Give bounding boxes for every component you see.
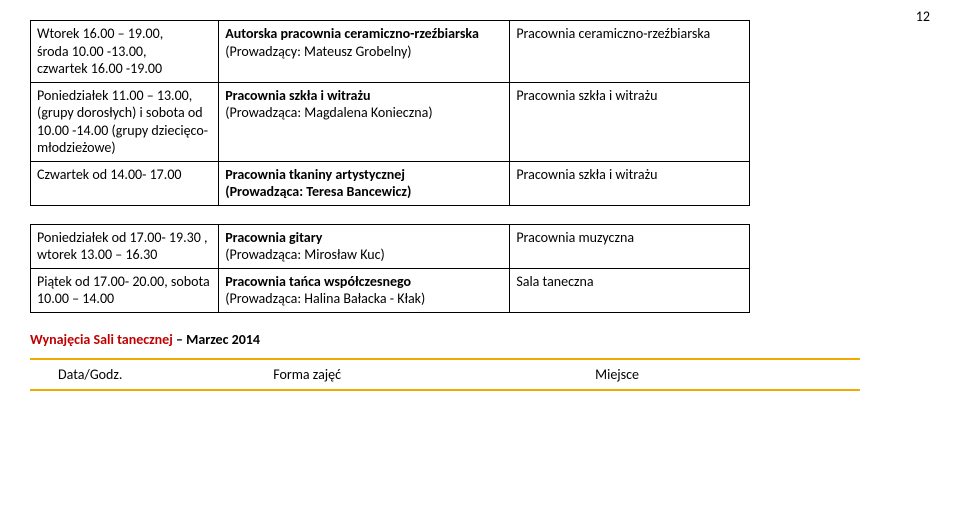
header-row: Data/Godz. Forma zajęć Miejsce (30, 358, 860, 391)
cell-place: Pracownia szkła i witrażu (510, 82, 750, 161)
cell-activity: Pracownia tańca współczesnego (Prowadząc… (219, 268, 510, 312)
table-row: Czwartek od 14.00- 17.00 Pracownia tkani… (31, 161, 750, 205)
cell-activity: Pracownia szkła i witrażu (Prowadząca: M… (219, 82, 510, 161)
section-title-red: Wynajęcia Sali tanecznej (30, 331, 173, 348)
cell-activity: Autorska pracownia ceramiczno-rzeźbiarsk… (219, 21, 510, 83)
cell-activity: Pracownia tkaniny artystycznej(Prowadząc… (219, 161, 510, 205)
header-place: Miejsce (567, 358, 860, 391)
activity-title: Pracownia gitary (225, 229, 322, 246)
section-title: Wynajęcia Sali tanecznej – Marzec 2014 (30, 331, 930, 348)
cell-time: Wtorek 16.00 – 19.00,środa 10.00 -13.00,… (31, 21, 219, 83)
activity-detail: (Prowadząca: Halina Bałacka - Kłak) (225, 290, 425, 307)
cell-activity: Pracownia gitary (Prowadząca: Mirosław K… (219, 224, 510, 268)
table-row: Poniedziałek 11.00 – 13.00, (grupy doros… (31, 82, 750, 161)
cell-time: Piątek od 17.00- 20.00, sobota 10.00 – 1… (31, 268, 219, 312)
cell-place: Sala taneczna (510, 268, 750, 312)
table-row: Wtorek 16.00 – 19.00,środa 10.00 -13.00,… (31, 21, 750, 83)
page-number: 12 (916, 8, 930, 25)
header-row-table: Data/Godz. Forma zajęć Miejsce (30, 358, 860, 391)
activity-detail: (Prowadzący: Mateusz Grobelny) (225, 43, 411, 60)
header-date: Data/Godz. (30, 358, 245, 391)
header-form: Forma zajęć (245, 358, 567, 391)
cell-time: Poniedziałek 11.00 – 13.00, (grupy doros… (31, 82, 219, 161)
activity-title: Autorska pracownia ceramiczno-rzeźbiarsk… (225, 25, 479, 42)
activity-detail: (Prowadząca: Mirosław Kuc) (225, 246, 385, 263)
table-row: Poniedziałek od 17.00- 19.30 , wtorek 13… (31, 224, 750, 268)
cell-time: Poniedziałek od 17.00- 19.30 , wtorek 13… (31, 224, 219, 268)
activity-detail: (Prowadząca: Magdalena Konieczna) (225, 104, 432, 121)
cell-time: Czwartek od 14.00- 17.00 (31, 161, 219, 205)
cell-place: Pracownia ceramiczno-rzeźbiarska (510, 21, 750, 83)
table-row: Piątek od 17.00- 20.00, sobota 10.00 – 1… (31, 268, 750, 312)
activity-title: Pracownia tkaniny artystycznej(Prowadząc… (225, 166, 411, 201)
section-title-black: – Marzec 2014 (173, 331, 260, 348)
activity-title: Pracownia tańca współczesnego (225, 273, 411, 290)
schedule-table-2: Poniedziałek od 17.00- 19.30 , wtorek 13… (30, 224, 750, 313)
cell-place: Pracownia szkła i witrażu (510, 161, 750, 205)
schedule-table-1: Wtorek 16.00 – 19.00,środa 10.00 -13.00,… (30, 20, 750, 206)
activity-title: Pracownia szkła i witrażu (225, 87, 370, 104)
cell-place: Pracownia muzyczna (510, 224, 750, 268)
